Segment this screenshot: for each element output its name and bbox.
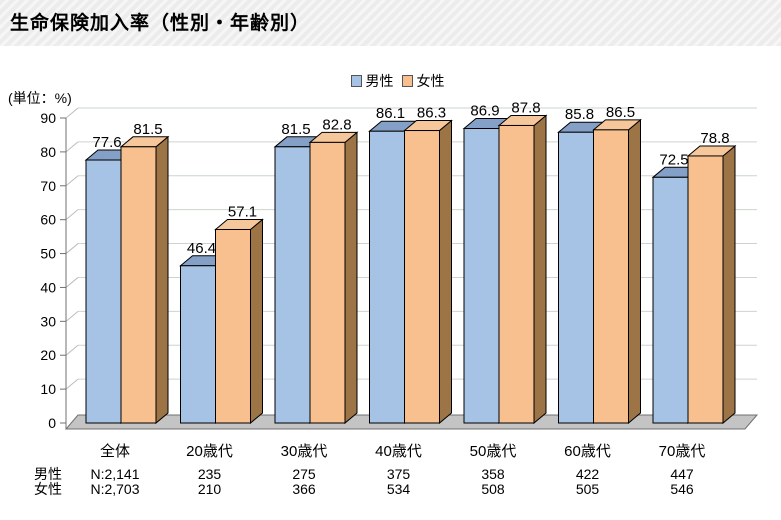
wall-gridline <box>65 107 79 119</box>
wall-gridline <box>65 310 79 322</box>
value-label: 57.1 <box>228 203 257 220</box>
sample-size-cell: 546 <box>670 481 694 497</box>
y-axis-label: 0 <box>48 415 56 431</box>
sample-size-cell: N:2,703 <box>90 481 139 497</box>
bar-female-60歳代-side <box>628 118 641 425</box>
sample-size-cell: 447 <box>670 466 694 482</box>
category-label: 70歳代 <box>659 443 706 460</box>
sample-size-row-label: 女性 <box>34 481 62 497</box>
wall-gridline <box>65 344 79 356</box>
value-label: 77.6 <box>92 134 121 151</box>
bar-female-全体-side <box>155 135 169 425</box>
bar-female-20歳代-side <box>250 218 263 425</box>
value-label: 86.3 <box>417 105 446 122</box>
sample-size-cell: 275 <box>292 466 316 482</box>
value-label: 82.8 <box>322 116 351 133</box>
bar-female-30歳代 <box>309 141 346 424</box>
category-label: 50歳代 <box>470 443 517 460</box>
title-band: 生命保険加入率（性別・年齢別） <box>0 0 781 46</box>
sample-size-cell: 534 <box>387 481 411 497</box>
bar-male-全体 <box>85 159 122 424</box>
value-label: 81.5 <box>281 121 310 138</box>
unit-label: (単位：%) <box>8 90 72 106</box>
bar-female-30歳代-side <box>344 131 358 425</box>
bar-female-70歳代-side <box>722 144 736 425</box>
bar-male-40歳代 <box>369 130 405 424</box>
value-label: 72.5 <box>659 151 688 168</box>
value-label: 46.4 <box>187 240 216 257</box>
legend-male-swatch-icon <box>350 75 362 87</box>
y-axis-label: 40 <box>40 279 56 295</box>
sample-size-cell: 375 <box>387 466 411 482</box>
sample-size-cell: 422 <box>576 466 600 482</box>
category-label: 20歳代 <box>186 443 233 460</box>
bar-female-70歳代 <box>687 155 724 424</box>
y-axis-label: 20 <box>40 347 56 363</box>
category-label: 全体 <box>100 442 130 460</box>
sample-size-cell: 235 <box>198 466 222 482</box>
bar-female-20歳代 <box>215 228 251 424</box>
sample-size-cell: 366 <box>292 481 316 497</box>
value-label: 86.1 <box>376 105 405 122</box>
y-axis-label: 90 <box>40 110 56 126</box>
bar-male-30歳代 <box>274 146 311 424</box>
category-label: 30歳代 <box>281 443 328 460</box>
wall-gridline <box>65 378 79 390</box>
category-label: 40歳代 <box>375 443 422 460</box>
value-label: 85.8 <box>565 106 594 123</box>
value-label: 86.9 <box>470 103 499 120</box>
value-label: 81.5 <box>133 121 162 138</box>
sample-size-cell: 358 <box>481 466 505 482</box>
sample-size-cell: 508 <box>481 481 505 497</box>
category-label: 60歳代 <box>564 443 611 460</box>
wall-gridline <box>65 175 79 187</box>
y-axis-label: 30 <box>40 313 56 329</box>
bar-female-40歳代 <box>404 130 440 424</box>
bar-female-60歳代 <box>593 129 629 424</box>
bar-female-50歳代-side <box>533 114 547 425</box>
bar-male-20歳代 <box>180 265 216 424</box>
bar-male-70歳代 <box>652 176 689 424</box>
wall-gridline <box>65 243 79 254</box>
wall-gridline <box>65 277 79 288</box>
sample-size-row-label: 男性 <box>34 466 62 482</box>
wall-gridline <box>65 141 79 153</box>
sample-size-cell: 505 <box>576 481 600 497</box>
bar-male-50歳代 <box>463 128 500 424</box>
value-label: 78.8 <box>700 130 729 147</box>
bar-female-40歳代-side <box>439 119 452 425</box>
bar-male-60歳代 <box>558 131 594 424</box>
sample-size-cell: 210 <box>198 481 222 497</box>
bar-female-全体 <box>120 146 157 424</box>
legend-female-swatch-icon <box>401 75 413 87</box>
sample-size-cell: N:2,141 <box>90 466 139 482</box>
page-title: 生命保険加入率（性別・年齢別） <box>10 13 311 34</box>
bar-female-50歳代 <box>498 124 535 424</box>
legend-male-label: 男性 <box>365 73 394 89</box>
y-axis-label: 70 <box>40 178 56 194</box>
value-label: 86.5 <box>606 104 635 121</box>
y-axis-label: 80 <box>40 144 56 160</box>
y-axis-label: 60 <box>40 212 56 228</box>
wall-gridline <box>65 209 79 221</box>
y-axis-label: 10 <box>40 381 56 397</box>
chart-legend: 男性 女性 <box>345 71 445 91</box>
value-label: 87.8 <box>511 99 540 116</box>
plot-left-wall <box>66 108 78 429</box>
y-axis-label: 50 <box>40 246 56 262</box>
legend-female-label: 女性 <box>416 73 445 89</box>
